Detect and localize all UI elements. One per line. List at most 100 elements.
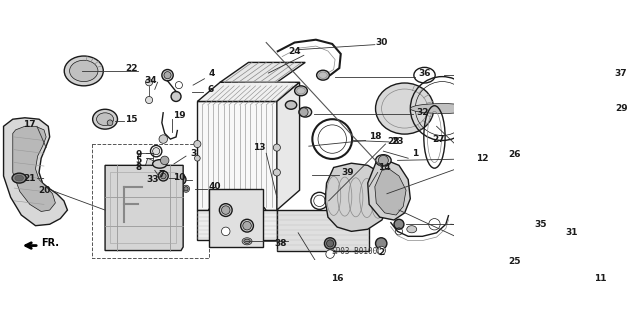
Ellipse shape [299, 107, 312, 117]
Polygon shape [145, 158, 156, 170]
Polygon shape [105, 165, 183, 250]
Text: 38: 38 [274, 239, 287, 248]
Text: 24: 24 [288, 47, 301, 56]
Ellipse shape [93, 109, 118, 129]
Text: 3: 3 [190, 149, 196, 158]
Polygon shape [277, 82, 300, 210]
Text: 8: 8 [135, 163, 141, 172]
Circle shape [161, 173, 166, 179]
Text: 23: 23 [391, 137, 404, 146]
Circle shape [195, 155, 200, 161]
Circle shape [107, 120, 113, 126]
Text: 18: 18 [369, 132, 381, 141]
Circle shape [221, 227, 230, 236]
Circle shape [158, 171, 168, 181]
Circle shape [145, 96, 152, 104]
Polygon shape [368, 160, 410, 220]
Circle shape [300, 108, 308, 116]
Circle shape [273, 144, 280, 151]
Text: 19: 19 [173, 111, 185, 120]
Ellipse shape [15, 175, 24, 181]
Circle shape [194, 140, 201, 148]
Text: 32: 32 [416, 108, 429, 117]
Circle shape [220, 204, 232, 217]
Text: 2: 2 [378, 248, 385, 257]
Text: 1: 1 [412, 149, 419, 158]
Ellipse shape [97, 113, 113, 126]
Circle shape [324, 238, 336, 249]
Ellipse shape [285, 101, 297, 109]
Circle shape [159, 135, 168, 143]
Ellipse shape [209, 211, 266, 226]
Text: 30: 30 [376, 38, 388, 47]
Text: 13: 13 [253, 143, 266, 152]
Circle shape [182, 185, 189, 192]
Polygon shape [4, 118, 67, 226]
Circle shape [326, 250, 334, 258]
Ellipse shape [209, 202, 266, 218]
Ellipse shape [294, 86, 307, 96]
Ellipse shape [376, 83, 434, 134]
Polygon shape [375, 169, 406, 215]
Ellipse shape [410, 104, 474, 114]
Polygon shape [13, 126, 56, 211]
Ellipse shape [70, 60, 98, 82]
Ellipse shape [152, 160, 167, 168]
Ellipse shape [242, 238, 252, 245]
Text: 36: 36 [419, 69, 431, 78]
Text: 7: 7 [159, 170, 165, 179]
Circle shape [171, 92, 181, 101]
Text: 10: 10 [173, 173, 185, 182]
Text: 14: 14 [378, 163, 391, 172]
Circle shape [221, 206, 230, 214]
Circle shape [377, 246, 385, 255]
Text: 28: 28 [388, 137, 400, 146]
Circle shape [273, 169, 280, 176]
Circle shape [378, 155, 388, 165]
Text: FR.: FR. [41, 238, 59, 249]
Text: 34: 34 [144, 76, 157, 85]
Circle shape [142, 173, 149, 180]
Text: 20: 20 [38, 186, 50, 195]
Text: 26: 26 [508, 150, 521, 159]
Text: 27: 27 [433, 135, 445, 144]
Circle shape [164, 72, 171, 79]
Circle shape [184, 187, 188, 191]
Circle shape [152, 148, 160, 155]
Text: 9: 9 [135, 150, 141, 159]
Polygon shape [220, 63, 305, 82]
Text: 17: 17 [24, 120, 36, 130]
Circle shape [175, 82, 182, 89]
Circle shape [176, 174, 186, 184]
Circle shape [394, 219, 404, 229]
Text: 15: 15 [125, 115, 138, 124]
Text: 29: 29 [615, 104, 627, 113]
Ellipse shape [376, 155, 391, 166]
Text: 40: 40 [208, 182, 221, 191]
Text: 21: 21 [24, 174, 36, 182]
Circle shape [243, 221, 252, 230]
Text: 5: 5 [135, 156, 141, 165]
Text: 35: 35 [534, 220, 547, 229]
Text: 6: 6 [207, 85, 213, 94]
Polygon shape [197, 82, 300, 101]
Polygon shape [209, 189, 262, 247]
Polygon shape [325, 163, 389, 231]
Text: 37: 37 [615, 69, 627, 78]
Circle shape [178, 177, 184, 182]
Text: 33: 33 [147, 175, 159, 184]
Circle shape [376, 238, 387, 249]
Ellipse shape [244, 239, 250, 243]
Text: 39: 39 [342, 168, 354, 177]
Polygon shape [277, 210, 369, 250]
Polygon shape [197, 210, 277, 240]
Text: 31: 31 [565, 228, 578, 237]
Text: 12: 12 [477, 154, 489, 163]
Circle shape [326, 240, 333, 247]
Ellipse shape [12, 173, 26, 183]
Text: 11: 11 [594, 274, 606, 283]
Circle shape [161, 156, 169, 165]
Circle shape [241, 219, 253, 232]
Polygon shape [197, 101, 277, 210]
Text: SP03-B0100C: SP03-B0100C [331, 247, 382, 256]
